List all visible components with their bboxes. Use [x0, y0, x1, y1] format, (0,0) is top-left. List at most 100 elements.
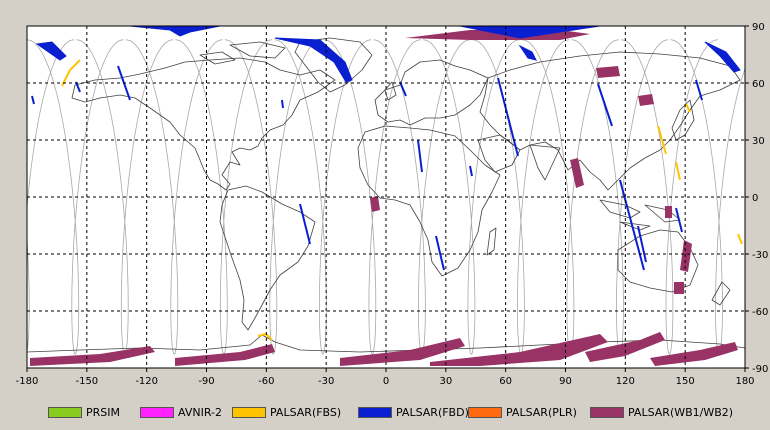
legend-item: PALSAR(FBS) — [232, 404, 341, 420]
longitude-tick-label: 150 — [676, 376, 695, 387]
wb-swaths — [30, 30, 738, 366]
wb-swath — [596, 66, 620, 78]
orbit-track — [225, 39, 322, 355]
legend-item: AVNIR-2 — [140, 404, 222, 420]
legend-swatch — [232, 406, 266, 418]
coastline-arctic-islands — [199, 41, 286, 65]
legend-label: PALSAR(FBS) — [270, 405, 342, 419]
wb-swath — [650, 342, 738, 366]
latitude-tick-label: 90 — [752, 22, 765, 33]
legend-item: PALSAR(FBD) — [358, 404, 469, 420]
fbs-swaths — [61, 59, 743, 341]
fbd-swath — [399, 81, 407, 97]
legend-label: PRSIM — [86, 405, 120, 419]
latitude-tick-labels: 90 60 30 0 -30 -60 -90 — [745, 22, 768, 375]
latitude-tick-label: -90 — [752, 364, 768, 375]
orbit-track — [0, 40, 25, 355]
legend-item: PALSAR(PLR) — [468, 404, 577, 420]
wb-swath — [370, 196, 380, 212]
orbit-track — [274, 39, 372, 355]
fbs-swath — [737, 233, 743, 245]
fbd-swath — [299, 203, 311, 245]
coastline-antarctica — [26, 334, 746, 353]
coastline-australia — [617, 229, 699, 293]
wb-swath — [175, 344, 275, 366]
coastline-uk — [384, 81, 397, 101]
coastline-south-america — [219, 185, 316, 331]
coastline-greenland — [294, 37, 373, 93]
fbd-swath — [435, 235, 445, 271]
fbs-swath — [675, 161, 681, 181]
longitude-tick-label: -60 — [258, 376, 274, 387]
orbit-track — [27, 39, 75, 353]
fbd-swath — [597, 83, 613, 127]
fbd-swath — [35, 41, 67, 61]
longitude-tick-label: -150 — [75, 376, 98, 387]
wb-swath — [570, 158, 584, 188]
wb-swath — [680, 240, 692, 272]
fbs-swath — [657, 125, 667, 155]
fbd-swath — [675, 207, 683, 233]
coastline-arabia — [477, 134, 521, 173]
coastlines — [26, 37, 746, 353]
legend-swatch — [358, 406, 392, 418]
fbd-swath — [281, 99, 284, 109]
longitude-tick-label: 90 — [559, 376, 572, 387]
legend-item: PRSIM — [48, 404, 120, 420]
longitude-tick-label: 0 — [383, 376, 389, 387]
fbd-swath — [417, 139, 423, 173]
world-map-plot: -180 -150 -120 -90 -60 -30 0 30 60 90 120 150 180 90… — [0, 22, 769, 387]
coastline-madagascar — [486, 227, 497, 256]
legend-item: PALSAR(WB1/WB2) — [590, 404, 733, 420]
coastline-india — [529, 144, 561, 181]
legend-label: PALSAR(WB1/WB2) — [628, 405, 734, 419]
legend-label: AVNIR-2 — [178, 405, 222, 419]
lat-lon-grid — [27, 26, 745, 368]
latitude-tick-label: -60 — [752, 307, 768, 318]
wb-swath — [638, 94, 654, 106]
coastline-africa — [357, 125, 501, 277]
longitude-tick-label: -120 — [135, 376, 158, 387]
coastline-north-america — [71, 57, 336, 191]
coastline-europe — [374, 59, 489, 126]
wb-swath — [665, 206, 672, 218]
fbd-swath — [469, 165, 473, 177]
legend-swatch — [590, 406, 624, 418]
fbd-swath — [497, 77, 519, 157]
longitude-tick-label: -180 — [16, 376, 39, 387]
fbs-swath — [61, 59, 81, 87]
orbit-track — [621, 39, 718, 355]
wb-swath — [674, 282, 684, 294]
legend-label: PALSAR(FBD) — [396, 405, 469, 419]
fbd-swath — [619, 179, 645, 271]
fbd-swath — [274, 37, 353, 83]
longitude-tick-label: 30 — [439, 376, 452, 387]
fbd-swath — [518, 44, 537, 61]
coastline-new-zealand — [711, 281, 731, 306]
latitude-tick-label: -30 — [752, 250, 768, 261]
fbs-swath — [685, 103, 691, 113]
longitude-tick-label: -90 — [198, 376, 214, 387]
wb-swath — [30, 346, 155, 366]
legend-swatch — [468, 406, 502, 418]
orbit-track — [125, 39, 223, 355]
fbd-swath — [637, 225, 647, 263]
wb-swath — [430, 334, 608, 366]
legend-label: PALSAR(PLR) — [506, 405, 577, 419]
legend: PRSIM AVNIR-2 PALSAR(FBS) PALSAR(FBD) PALSAR… — [0, 401, 770, 423]
latitude-tick-label: 30 — [752, 136, 765, 147]
longitude-tick-label: 60 — [499, 376, 512, 387]
longitude-tick-label: -30 — [318, 376, 334, 387]
fbd-swath — [695, 79, 703, 101]
latitude-tick-label: 60 — [752, 79, 765, 90]
longitude-tick-label: 180 — [735, 376, 754, 387]
legend-swatch — [48, 406, 82, 418]
fbd-swath — [31, 95, 35, 105]
fbd-swath — [75, 81, 81, 93]
legend-swatch — [140, 406, 174, 418]
longitude-tick-labels: -180 -150 -120 -90 -60 -30 0 30 60 90 120 150 180 — [16, 368, 755, 387]
longitude-tick-label: 120 — [616, 376, 635, 387]
fbd-swath — [704, 41, 741, 73]
wb-swath — [340, 338, 465, 366]
